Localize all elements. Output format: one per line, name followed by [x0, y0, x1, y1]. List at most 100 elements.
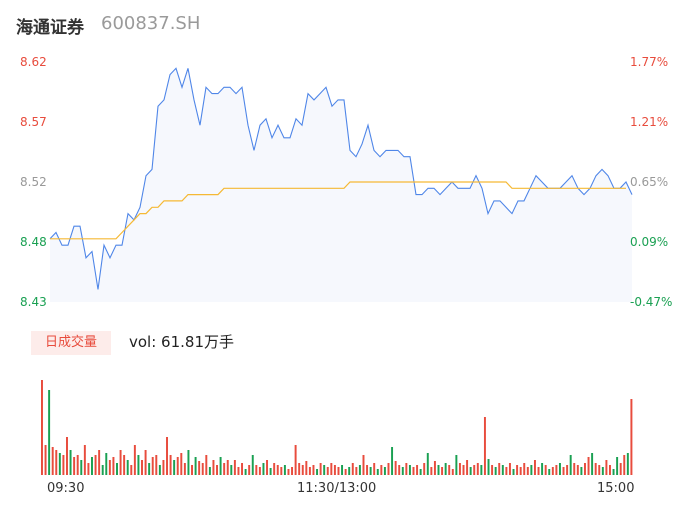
volume-bar — [144, 450, 147, 475]
volume-bar — [630, 399, 633, 475]
price-tick-label: 8.43 — [20, 295, 47, 309]
volume-bar — [473, 465, 476, 475]
volume-bar — [312, 465, 315, 475]
volume-bar — [205, 455, 208, 475]
volume-bar — [226, 460, 229, 475]
volume-bar — [491, 465, 494, 475]
volume-bar — [44, 445, 47, 475]
volume-bar — [305, 461, 308, 475]
volume-bar — [123, 455, 126, 475]
volume-bar — [394, 461, 397, 475]
pct-tick-label: 0.09% — [630, 235, 669, 249]
volume-bar — [101, 465, 104, 475]
volume-bar — [466, 460, 469, 475]
time-tick-label: 15:00 — [597, 481, 635, 496]
volume-bar — [537, 467, 540, 475]
volume-bar — [151, 457, 154, 475]
volume-bar — [430, 467, 433, 475]
volume-bar — [530, 465, 533, 475]
volume-bar — [141, 460, 143, 475]
volume-bar — [533, 460, 536, 475]
volume-bar — [51, 447, 54, 475]
volume-bar — [133, 445, 136, 475]
volume-bar — [408, 465, 411, 475]
volume-bar — [194, 457, 197, 475]
pct-tick-label: -0.47% — [630, 295, 673, 309]
volume-bar — [301, 465, 304, 475]
volume-bar — [248, 465, 251, 475]
volume-bar — [41, 380, 43, 475]
volume-bar — [448, 465, 451, 475]
volume-bar — [108, 460, 111, 475]
volume-bar — [330, 463, 333, 475]
volume-bar — [580, 467, 583, 475]
volume-bar — [323, 465, 326, 475]
volume-bar — [241, 463, 244, 475]
volume-bar — [48, 390, 51, 475]
volume-bar — [337, 467, 340, 475]
volume-bar — [548, 469, 551, 475]
volume-bar — [291, 467, 294, 475]
volume-bar — [412, 467, 415, 475]
volume-bar — [405, 463, 408, 475]
volume-bar — [201, 463, 204, 475]
volume-bar — [98, 450, 101, 475]
volume-bar — [348, 467, 351, 475]
volume-bar — [173, 460, 176, 475]
volume-bar — [523, 463, 526, 475]
volume-bar — [594, 463, 597, 475]
time-tick-label: 11:30/13:00 — [297, 481, 377, 496]
volume-bar — [526, 467, 529, 475]
volume-bar — [105, 453, 108, 475]
volume-bar — [458, 463, 461, 475]
volume-bar — [591, 453, 594, 475]
volume-bar — [387, 463, 390, 475]
volume-bar — [255, 465, 258, 475]
volume-bar — [476, 463, 479, 475]
volume-bar — [616, 457, 619, 475]
volume-bar — [573, 463, 576, 475]
volume-bar — [619, 463, 622, 475]
pct-tick-label: 0.65% — [630, 175, 669, 189]
volume-bar — [69, 450, 72, 475]
time-tick-label: 09:30 — [47, 481, 85, 496]
volume-bar — [183, 463, 186, 475]
volume-bar — [623, 455, 626, 475]
volume-bar — [176, 457, 179, 475]
volume-bar — [498, 463, 501, 475]
volume-bar — [541, 463, 544, 475]
volume-bar — [505, 467, 508, 475]
volume-bar — [426, 453, 429, 475]
volume-bar — [166, 437, 168, 475]
volume-bar — [433, 461, 436, 475]
volume-bar — [494, 467, 497, 475]
volume-bar — [587, 457, 590, 475]
volume-bar — [76, 455, 79, 475]
volume-bar — [80, 460, 83, 475]
volume-bar — [112, 457, 115, 475]
volume-bar — [212, 460, 215, 475]
volume-bar — [269, 468, 272, 475]
volume-bar — [562, 467, 565, 475]
price-area-fill — [50, 68, 632, 302]
pct-tick-label: 1.77% — [630, 55, 669, 69]
volume-bar — [169, 455, 172, 475]
volume-bar — [601, 467, 604, 475]
volume-tab[interactable]: 日成交量 — [31, 331, 111, 355]
volume-bar — [187, 450, 190, 475]
volume-bar — [298, 463, 301, 475]
volume-bar — [605, 460, 608, 475]
volume-bar — [73, 457, 76, 475]
avg-price-line — [50, 181, 626, 240]
volume-bar — [366, 465, 369, 475]
volume-bar — [355, 467, 358, 475]
volume-bar — [555, 465, 558, 475]
price-tick-label: 8.57 — [20, 115, 47, 129]
volume-bar — [344, 469, 347, 475]
volume-bar — [626, 453, 629, 475]
volume-bar — [551, 467, 554, 475]
pct-tick-label: 1.21% — [630, 115, 669, 129]
volume-bar — [612, 469, 615, 475]
volume-bar — [469, 467, 472, 475]
